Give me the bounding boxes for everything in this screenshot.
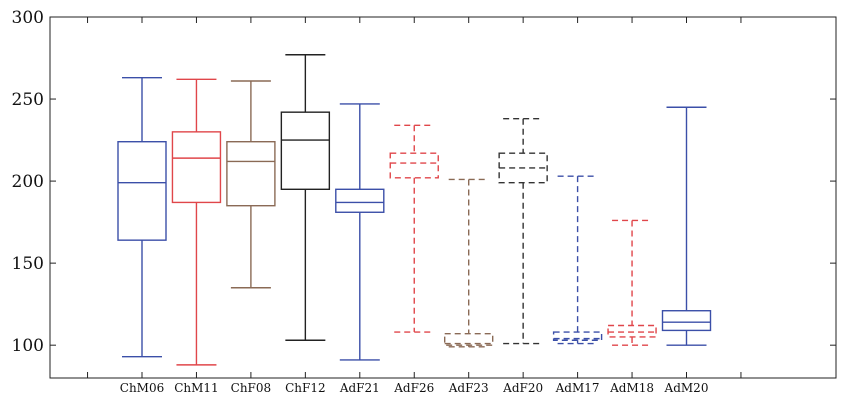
box-adf26	[389, 124, 439, 333]
x-tick-label-adf21: AdF21	[339, 381, 380, 395]
box-series	[117, 54, 712, 366]
box-iqr	[552, 331, 603, 341]
x-axis: ChM06 ChM11 ChF08 ChF12 AdF21 AdF26 AdF23 AdF20…	[87, 17, 742, 395]
box-iqr	[607, 324, 657, 338]
y-tick-label: 150	[12, 254, 44, 274]
x-tick-label-chf08: ChF08	[231, 381, 272, 395]
box-adm20	[661, 106, 712, 346]
box-adf23	[444, 178, 494, 348]
y-tick-label: 300	[12, 8, 44, 28]
plot-frame	[49, 16, 837, 379]
x-tick-label-adm18: AdM18	[609, 381, 654, 395]
x-tick-label-adf26: AdF26	[393, 381, 434, 395]
x-tick-label-chm06: ChM06	[120, 381, 164, 395]
y-tick-label: 250	[12, 90, 44, 110]
x-tick-label-chm11: ChM11	[174, 381, 218, 395]
box-iqr	[444, 332, 494, 346]
box-iqr	[661, 310, 712, 332]
y-axis: 100 150 200 250 300	[12, 8, 836, 356]
x-tick-label-adm20: AdM20	[664, 381, 709, 395]
y-tick-label: 200	[12, 172, 44, 192]
box-iqr	[389, 152, 439, 179]
box-chm06	[117, 77, 167, 358]
box-iqr	[117, 141, 167, 241]
box-adf21	[335, 103, 385, 361]
y-tick-label: 100	[12, 336, 44, 356]
box-chf08	[226, 80, 276, 289]
box-adm18	[607, 219, 657, 346]
box-adm17	[552, 175, 603, 345]
box-iqr	[335, 188, 385, 213]
box-adf20	[498, 118, 548, 345]
box-iqr	[171, 131, 222, 204]
x-tick-label-chf12: ChF12	[285, 381, 326, 395]
x-tick-label-adm17: AdM17	[555, 381, 600, 395]
box-iqr	[280, 111, 331, 190]
x-tick-label-adf23: AdF23	[448, 381, 489, 395]
box-chm11	[171, 78, 222, 366]
box-iqr	[226, 141, 276, 207]
box-chf12	[280, 54, 331, 341]
x-tick-label-adf20: AdF20	[502, 381, 543, 395]
